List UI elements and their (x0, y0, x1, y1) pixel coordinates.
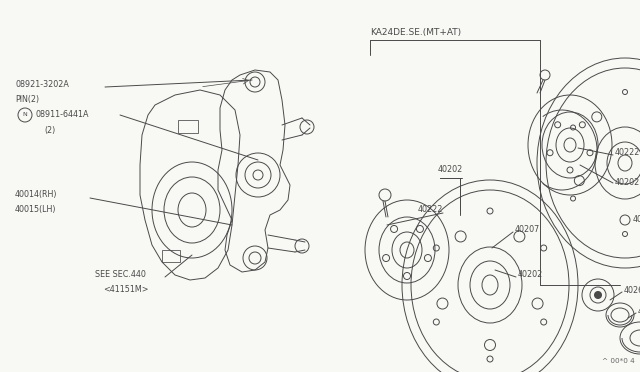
Text: 40207: 40207 (633, 215, 640, 224)
Text: 40202: 40202 (615, 178, 640, 187)
Text: SEE SEC.440: SEE SEC.440 (95, 270, 146, 279)
Text: PIN(2): PIN(2) (15, 95, 39, 104)
Text: 08911-6441A: 08911-6441A (36, 110, 90, 119)
Text: (2): (2) (44, 126, 55, 135)
Text: 40222: 40222 (418, 205, 444, 214)
Text: 40222: 40222 (615, 148, 640, 157)
Text: 40014(RH): 40014(RH) (15, 190, 58, 199)
Text: <41151M>: <41151M> (103, 285, 148, 294)
Text: 40264[N-0497]: 40264[N-0497] (624, 285, 640, 294)
Text: 40262: 40262 (638, 307, 640, 316)
Circle shape (595, 292, 602, 298)
Bar (178, 120, 198, 133)
Text: 40202: 40202 (518, 270, 543, 279)
Text: KA24DE.SE.(MT+AT): KA24DE.SE.(MT+AT) (370, 28, 461, 37)
Text: ^ 00*0 4: ^ 00*0 4 (602, 358, 635, 364)
Text: N: N (22, 112, 28, 118)
Text: 08921-3202A: 08921-3202A (15, 80, 69, 89)
Text: 40202: 40202 (438, 165, 463, 174)
Bar (162, 250, 180, 262)
Text: 40015(LH): 40015(LH) (15, 205, 56, 214)
Text: 40207: 40207 (515, 225, 540, 234)
